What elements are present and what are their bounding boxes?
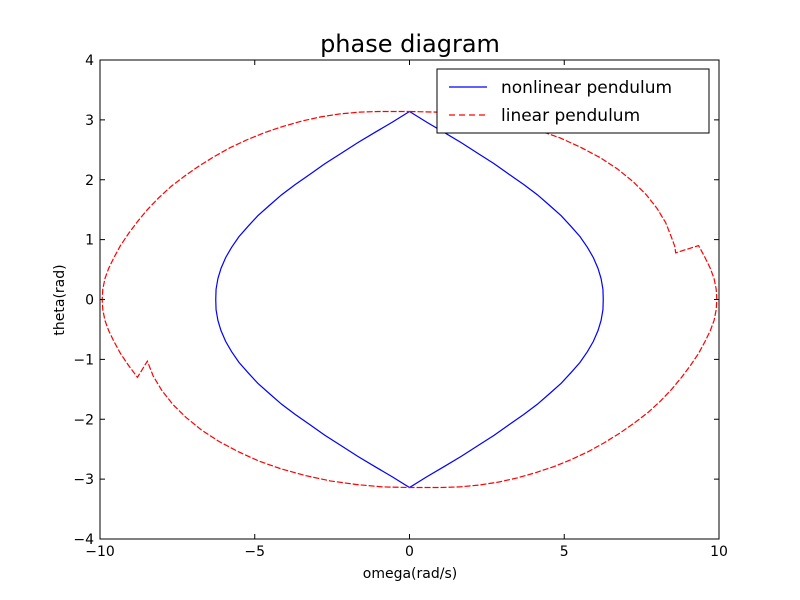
y-tick-label: −2: [73, 412, 94, 428]
y-tick-label: 0: [85, 293, 94, 309]
legend: nonlinear pendulum linear pendulum: [436, 68, 710, 134]
y-tick-label: −1: [73, 352, 94, 368]
y-tick-label: 3: [85, 113, 94, 129]
chart-title: phase diagram: [320, 30, 500, 58]
y-tick-label: 1: [85, 233, 94, 249]
y-tick-label: 4: [85, 53, 94, 69]
y-tick-label: 2: [85, 173, 94, 189]
y-tick-label: −4: [73, 532, 94, 548]
x-axis-label: omega(rad/s): [363, 566, 457, 582]
y-axis-label: theta(rad): [52, 264, 68, 335]
legend-box: [436, 68, 710, 134]
legend-label: nonlinear pendulum: [501, 78, 672, 98]
x-tick-label: 5: [560, 544, 569, 560]
x-tick-label: −10: [85, 544, 115, 560]
series-group: [101, 110, 718, 489]
legend-label: linear pendulum: [501, 106, 640, 126]
x-tick-label: 0: [405, 544, 414, 560]
series-line-linear-pendulum: [101, 110, 718, 489]
x-tick-label: 10: [710, 544, 728, 560]
y-tick-label: −3: [73, 472, 94, 488]
x-tick-label: −5: [244, 544, 265, 560]
